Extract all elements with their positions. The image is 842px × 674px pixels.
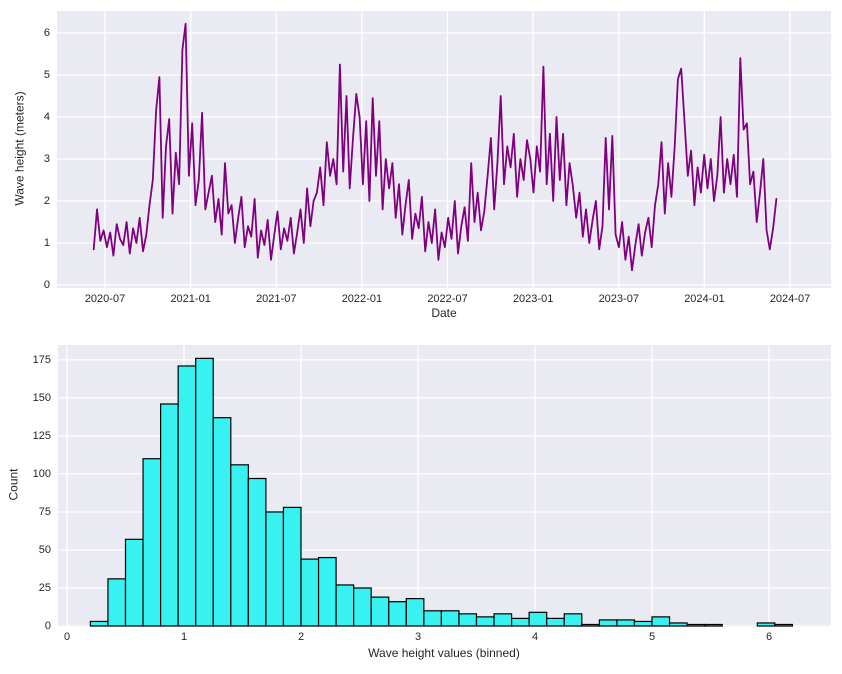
timeseries-xlabel: Date	[431, 306, 457, 320]
histogram-xlabel: Wave height values (binned)	[368, 646, 520, 660]
timeseries-plot	[57, 11, 831, 288]
histogram-ytick: 75	[38, 505, 51, 518]
histogram-xtick: 3	[414, 631, 422, 643]
histogram-xtick: 1	[180, 631, 188, 643]
histogram-xtick: 2	[297, 631, 305, 643]
histogram-ytick: 175	[32, 353, 51, 366]
histogram-xtick: 6	[765, 631, 773, 643]
timeseries-xtick: 2021-07	[256, 293, 297, 305]
histogram-axes	[58, 345, 831, 627]
timeseries-axes	[57, 11, 831, 288]
histogram-ytick: 50	[38, 543, 51, 556]
timeseries-xtick: 2023-07	[598, 293, 639, 305]
timeseries-ytick: 4	[43, 111, 50, 123]
timeseries-ytick: 1	[43, 237, 50, 249]
histogram-ytick: 100	[32, 467, 51, 480]
timeseries-xtick: 2022-07	[427, 293, 468, 305]
histogram-xtick: 5	[648, 631, 656, 643]
timeseries-xtick: 2023-01	[512, 293, 554, 305]
histogram-xtick: 4	[531, 631, 539, 643]
timeseries-ytick: 2	[43, 195, 50, 207]
histogram-ytick: 125	[32, 429, 51, 442]
timeseries-ytick: 0	[43, 279, 50, 291]
timeseries-xtick: 2022-01	[341, 293, 383, 305]
histogram-ytick: 0	[44, 620, 51, 632]
histogram-plot	[58, 345, 831, 627]
timeseries-ytick: 6	[43, 27, 50, 39]
histogram-xtick: 0	[63, 631, 71, 643]
timeseries-xtick: 2024-07	[769, 293, 811, 305]
histogram-ytick: 150	[32, 391, 51, 404]
timeseries-xtick: 2021-01	[170, 293, 211, 305]
histogram-ytick: 25	[38, 581, 51, 594]
timeseries-ytick: 5	[43, 69, 50, 81]
timeseries-xtick: 2024-01	[684, 293, 725, 305]
timeseries-ytick: 3	[43, 153, 50, 165]
timeseries-xtick: 2020-07	[84, 293, 126, 305]
